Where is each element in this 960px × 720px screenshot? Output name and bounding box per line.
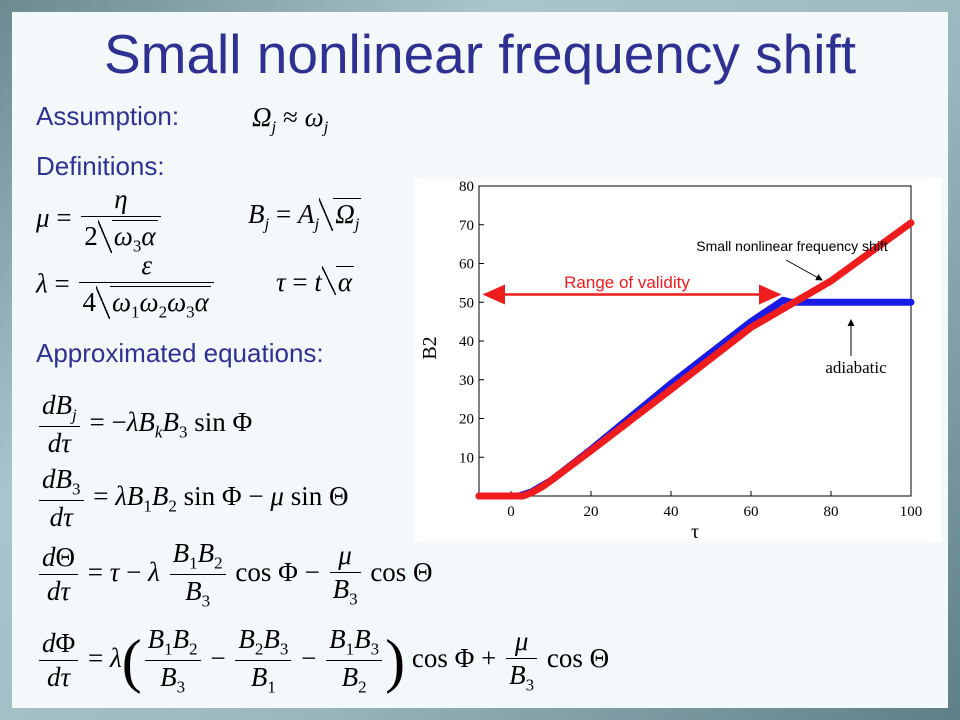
- equation-db3: dB3 dτ = λB1B2 sin Φ − μ sin Θ: [36, 466, 348, 531]
- definitions-label: Definitions:: [36, 151, 165, 181]
- x-axis-label: τ: [691, 521, 699, 542]
- annotation-range-of-validity: Range of validity: [564, 273, 690, 292]
- x-tick-label: 20: [584, 504, 599, 520]
- approximated-label: Approximated equations:: [36, 338, 324, 368]
- series-red-line: [475, 219, 915, 500]
- equation-dtheta: dΘ dτ = τ − λ B1B2 B3 cos Φ − μ B3 cos Θ: [36, 540, 433, 610]
- annotation-adiabatic: adiabatic: [825, 358, 887, 377]
- series-blue-line: [475, 296, 915, 500]
- annotation-small-shift: Small nonlinear frequency shift: [696, 238, 888, 254]
- x-tick-label: 0: [507, 504, 515, 520]
- x-tick-label: 60: [744, 504, 759, 520]
- annotation-small-shift-arrow: [785, 259, 823, 281]
- mu-definition: μ = η 2 ω3α: [36, 186, 164, 254]
- y-tick-label: 60: [459, 257, 474, 273]
- y-tick-label: 30: [459, 373, 474, 389]
- bj-definition: Bj = Aj Ωj: [248, 198, 362, 234]
- b2-vs-tau-chart: 0 20 40 60 80 100 10 20 30 40 50 60 70 80 τ B2 Small …: [414, 178, 941, 543]
- lambda-definition: λ = ε 4 ω1ω2ω3α: [36, 252, 217, 320]
- y-tick-label: 10: [459, 450, 474, 466]
- equation-dphi: dΦ dτ = λ(B1B2 B3 − B2B3 B1 − B1B3 B2) cos Φ…: [36, 626, 609, 696]
- y-tick-label: 20: [459, 412, 474, 428]
- plot-frame: [478, 185, 912, 497]
- y-tick-label: 40: [459, 334, 474, 350]
- x-tick-label: 40: [664, 504, 679, 520]
- equation-dbj: dBj dτ = −λBkB3 sin Φ: [36, 392, 252, 457]
- y-axis-label: B2: [419, 336, 441, 359]
- y-tick-label: 50: [459, 295, 474, 311]
- y-tick-label: 80: [459, 179, 474, 195]
- x-tick-label: 80: [824, 504, 839, 520]
- assumption-formula: Ωj ≈ ωj: [252, 102, 329, 137]
- chart-svg: 0 20 40 60 80 100 10 20 30 40 50 60 70 80 τ B2 Small …: [419, 179, 923, 543]
- assumption-label: Assumption:: [36, 101, 180, 131]
- x-tick-label: 100: [900, 504, 923, 520]
- y-tick-label: 70: [459, 218, 474, 234]
- slide-title: Small nonlinear frequency shift: [103, 23, 857, 85]
